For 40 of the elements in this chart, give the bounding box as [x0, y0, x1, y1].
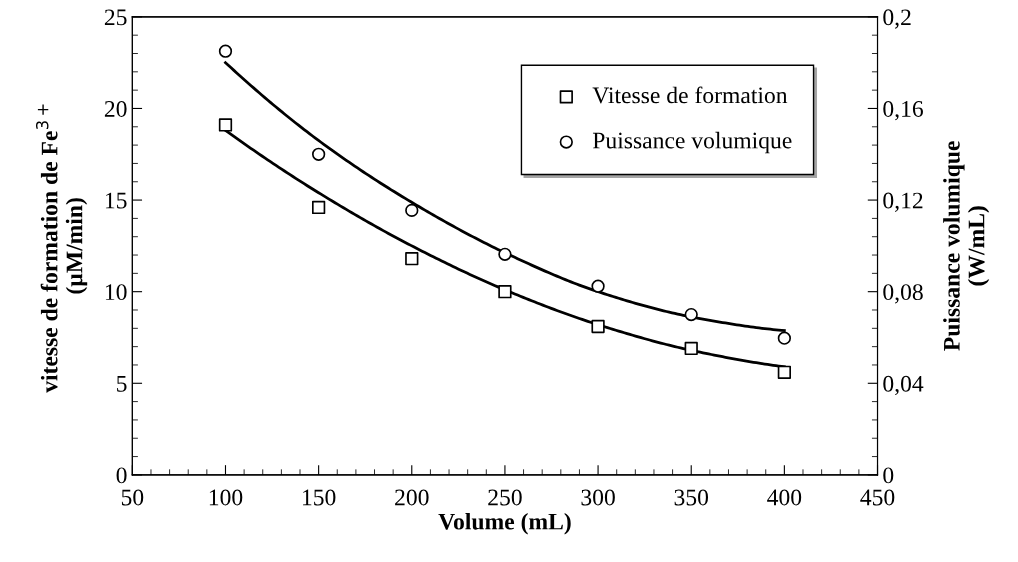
point	[405, 203, 419, 218]
point	[777, 365, 792, 379]
x-tick-label: 350	[674, 489, 709, 506]
point	[311, 147, 326, 161]
point	[684, 341, 698, 356]
point	[591, 319, 605, 334]
y2-axis-title: Puissance volumique (W/mL)	[943, 141, 990, 351]
y2-tick-label: 0	[883, 467, 894, 484]
y2-tick-label: 0,12	[883, 192, 923, 212]
x-tick-label: 400	[767, 489, 802, 506]
point	[498, 247, 512, 261]
point	[405, 252, 419, 266]
y2-tick-label: 0,04	[883, 375, 924, 396]
y-tick-label: 15	[105, 192, 127, 209]
y-tick-label: 20	[104, 100, 127, 117]
x-tick-label: 100	[209, 489, 243, 506]
x-axis-title: Volume (mL)	[438, 512, 571, 535]
point	[777, 331, 792, 345]
text: vitesse de formation de Fe$^{3+}$ (µM/min)	[36, 104, 88, 393]
y2-tick-label: 0,2	[883, 9, 911, 29]
x-tick-label: 200	[395, 489, 429, 506]
legend-label: Vitesse de formation	[592, 86, 788, 104]
x-tick-label: 300	[581, 489, 615, 506]
y2-tick-label: 0,16	[883, 100, 923, 121]
point	[591, 279, 605, 293]
x-tick-label: 450	[860, 489, 895, 506]
point	[684, 307, 698, 322]
y-tick-label: 10	[105, 284, 127, 301]
point	[311, 200, 326, 215]
point	[218, 44, 233, 58]
x-tick-label: 150	[303, 489, 336, 506]
x-tick-label: 250	[488, 489, 522, 506]
point	[498, 285, 512, 299]
legend-label: Puissance volumique	[592, 131, 792, 154]
y-tick-label: 0	[116, 467, 127, 484]
y-tick-label: 25	[104, 9, 127, 26]
y2-tick-label: 0,08	[883, 284, 923, 304]
x-tick-label: 50	[121, 489, 144, 506]
y-tick-label: 5	[117, 376, 127, 392]
point	[218, 118, 233, 132]
